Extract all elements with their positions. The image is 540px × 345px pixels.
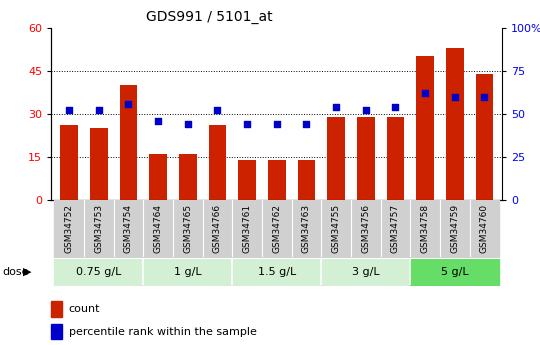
Point xyxy=(94,108,103,113)
Text: GSM34755: GSM34755 xyxy=(332,204,341,253)
Text: count: count xyxy=(69,304,100,314)
Bar xyxy=(446,48,464,200)
Text: GSM34758: GSM34758 xyxy=(421,204,430,253)
Text: GSM34759: GSM34759 xyxy=(450,204,459,253)
Text: GDS991 / 5101_at: GDS991 / 5101_at xyxy=(146,10,272,24)
Text: GSM34766: GSM34766 xyxy=(213,204,222,253)
Bar xyxy=(357,117,375,200)
Text: 1.5 g/L: 1.5 g/L xyxy=(258,267,296,277)
Bar xyxy=(321,28,410,200)
Bar xyxy=(476,73,494,200)
Bar xyxy=(298,160,315,200)
Point xyxy=(361,108,370,113)
Text: dose: dose xyxy=(3,267,29,277)
Point xyxy=(450,94,459,99)
Bar xyxy=(179,154,197,200)
Bar xyxy=(416,56,434,200)
Point xyxy=(332,104,340,110)
Bar xyxy=(54,28,143,200)
Text: GSM34765: GSM34765 xyxy=(183,204,192,253)
Bar xyxy=(238,160,256,200)
Bar xyxy=(143,28,232,200)
Text: 1 g/L: 1 g/L xyxy=(174,267,201,277)
Text: GSM34762: GSM34762 xyxy=(272,204,281,253)
Bar xyxy=(208,125,226,200)
Bar xyxy=(119,85,137,200)
Bar xyxy=(268,160,286,200)
Point xyxy=(65,108,73,113)
Bar xyxy=(387,117,404,200)
Point xyxy=(184,121,192,127)
Text: GSM34761: GSM34761 xyxy=(242,204,252,253)
Text: ▶: ▶ xyxy=(23,267,31,277)
Text: percentile rank within the sample: percentile rank within the sample xyxy=(69,327,256,337)
Text: GSM34764: GSM34764 xyxy=(153,204,163,253)
Text: 3 g/L: 3 g/L xyxy=(352,267,380,277)
Point xyxy=(480,94,489,99)
Bar xyxy=(60,125,78,200)
Bar xyxy=(51,324,62,339)
Bar xyxy=(51,301,62,317)
Text: GSM34763: GSM34763 xyxy=(302,204,311,253)
Point xyxy=(421,90,429,96)
Bar xyxy=(327,117,345,200)
Text: GSM34752: GSM34752 xyxy=(65,204,73,253)
Text: GSM34756: GSM34756 xyxy=(361,204,370,253)
Bar xyxy=(232,28,321,200)
Point xyxy=(273,121,281,127)
Point xyxy=(213,108,222,113)
Text: GSM34760: GSM34760 xyxy=(480,204,489,253)
Bar xyxy=(410,28,500,200)
Text: 0.75 g/L: 0.75 g/L xyxy=(76,267,122,277)
Bar xyxy=(149,154,167,200)
Point xyxy=(154,118,163,124)
Point xyxy=(302,121,310,127)
Text: GSM34754: GSM34754 xyxy=(124,204,133,253)
Text: GSM34757: GSM34757 xyxy=(391,204,400,253)
Point xyxy=(124,101,133,106)
Text: 5 g/L: 5 g/L xyxy=(441,267,469,277)
Point xyxy=(243,121,252,127)
Point xyxy=(391,104,400,110)
Bar xyxy=(90,128,107,200)
Text: GSM34753: GSM34753 xyxy=(94,204,103,253)
